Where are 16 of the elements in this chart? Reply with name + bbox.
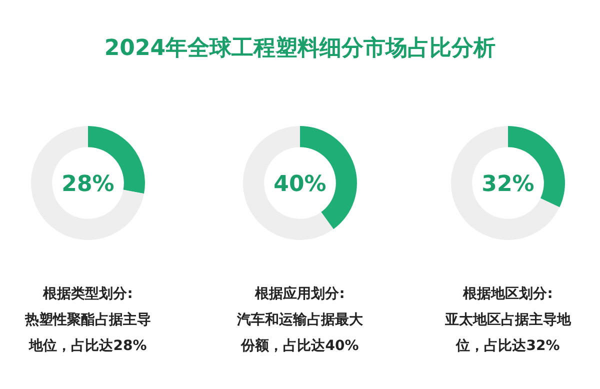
text: 地位，占比达28% xyxy=(28,338,147,354)
donut-slice xyxy=(243,126,334,240)
text: 28% xyxy=(62,172,114,197)
text: 2024年全球工程塑料细分市场占比分析 xyxy=(104,35,496,61)
text: 根据地区划分: xyxy=(462,286,553,302)
text: 汽车和运输占据最大 xyxy=(236,311,364,328)
donut-slice xyxy=(31,126,144,240)
donut-slice xyxy=(451,126,560,240)
text: 热塑性聚酯占据主导 xyxy=(24,311,151,328)
text: 亚太地区占据主导地 xyxy=(444,311,572,328)
text: 位，占比达32% xyxy=(455,338,560,354)
text: 根据应用划分: xyxy=(254,285,345,302)
text: 32% xyxy=(482,172,534,197)
text: 根据类型划分: xyxy=(42,286,133,302)
text: 份额，占比达40% xyxy=(240,337,359,354)
text: 40% xyxy=(274,172,326,197)
